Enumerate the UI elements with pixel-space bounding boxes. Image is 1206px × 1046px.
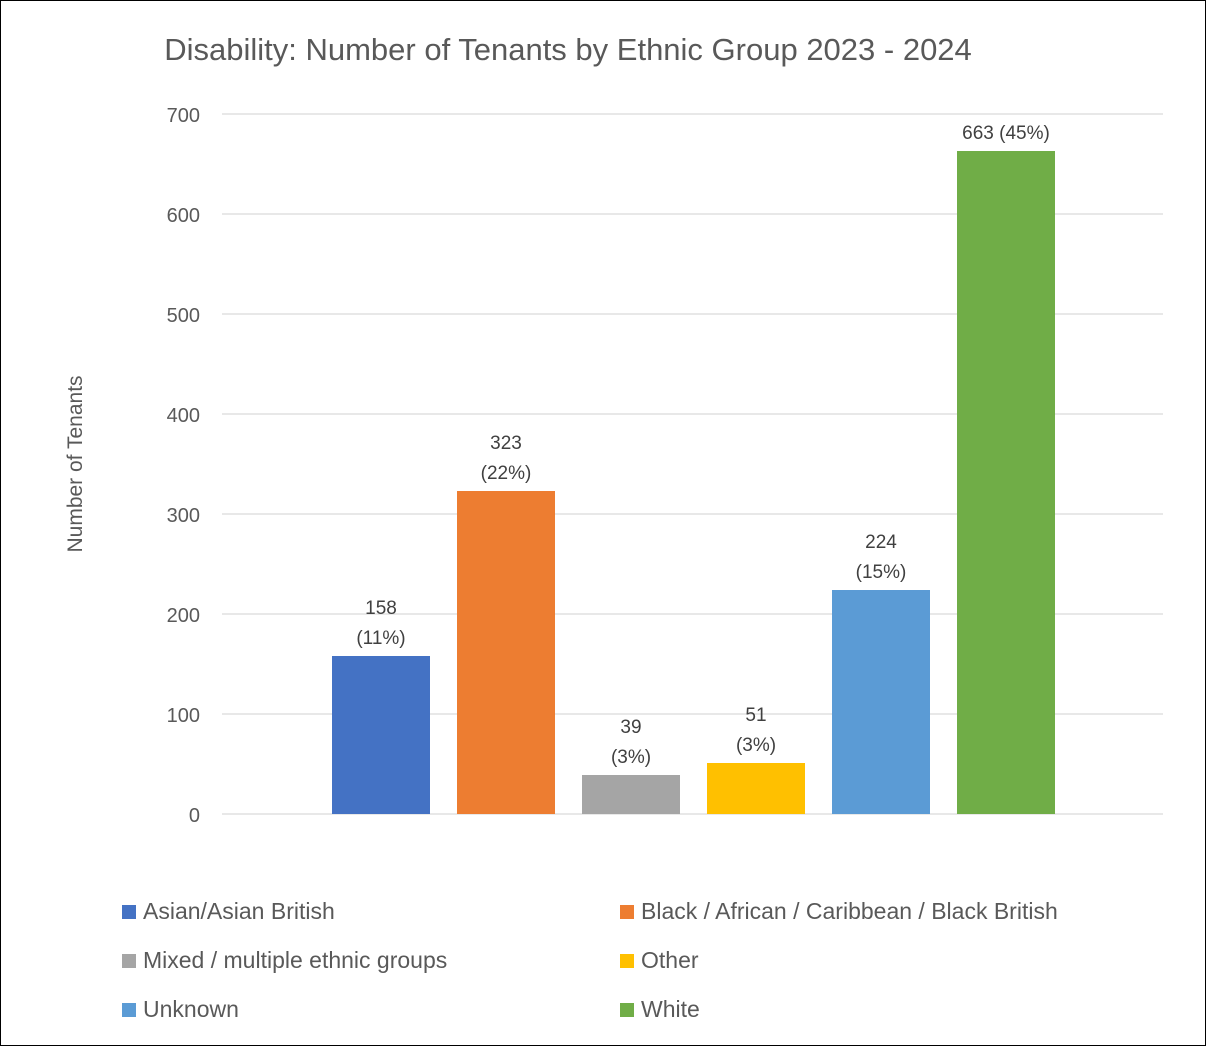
legend-item: Unknown [122, 996, 239, 1023]
y-tick-label: 0 [189, 805, 200, 827]
y-tick-label: 700 [167, 105, 200, 127]
legend-item: Black / African / Caribbean / Black Brit… [620, 898, 1058, 925]
y-tick-label: 200 [167, 605, 200, 627]
data-label: 39 [620, 717, 641, 738]
data-label: (11%) [356, 628, 405, 649]
legend-swatch [122, 953, 136, 968]
data-label: (22%) [481, 463, 532, 484]
y-tick-label: 500 [167, 305, 200, 327]
bar [332, 656, 430, 814]
data-label: (3%) [611, 747, 651, 768]
data-label: (3%) [736, 735, 776, 756]
legend-swatch [122, 1002, 136, 1017]
bar [832, 590, 930, 814]
legend-swatch [620, 1002, 634, 1017]
y-axis-label: Number of Tenants [64, 375, 87, 552]
legend-item: Asian/Asian British [122, 898, 335, 925]
y-tick-label: 300 [167, 505, 200, 527]
data-label: 51 [745, 705, 766, 726]
bar [957, 151, 1055, 814]
legend-label: Black / African / Caribbean / Black Brit… [641, 898, 1058, 924]
bar [707, 763, 805, 814]
legend-label: White [641, 996, 700, 1022]
data-label: (15%) [856, 562, 907, 583]
legend-swatch [122, 904, 136, 919]
legend-swatch [620, 904, 634, 919]
y-tick-label: 100 [167, 705, 200, 727]
legend-item: Other [620, 947, 699, 974]
legend-label: Mixed / multiple ethnic groups [143, 947, 448, 973]
legend-swatch [620, 953, 634, 968]
bar [582, 775, 680, 814]
y-tick-label: 400 [167, 405, 200, 427]
legend-label: Unknown [143, 996, 239, 1022]
legend-item: Mixed / multiple ethnic groups [122, 947, 447, 974]
data-label: 158 [365, 598, 397, 619]
legend-item: White [620, 996, 700, 1023]
data-label: 224 [865, 532, 897, 553]
legend-label: Asian/Asian British [143, 898, 335, 924]
data-label: 663 (45%) [962, 123, 1050, 144]
bar [457, 491, 555, 814]
chart-title: Disability: Number of Tenants by Ethnic … [164, 32, 972, 67]
y-tick-label: 600 [167, 205, 200, 227]
data-label: 323 [490, 433, 522, 454]
legend-label: Other [641, 947, 699, 973]
